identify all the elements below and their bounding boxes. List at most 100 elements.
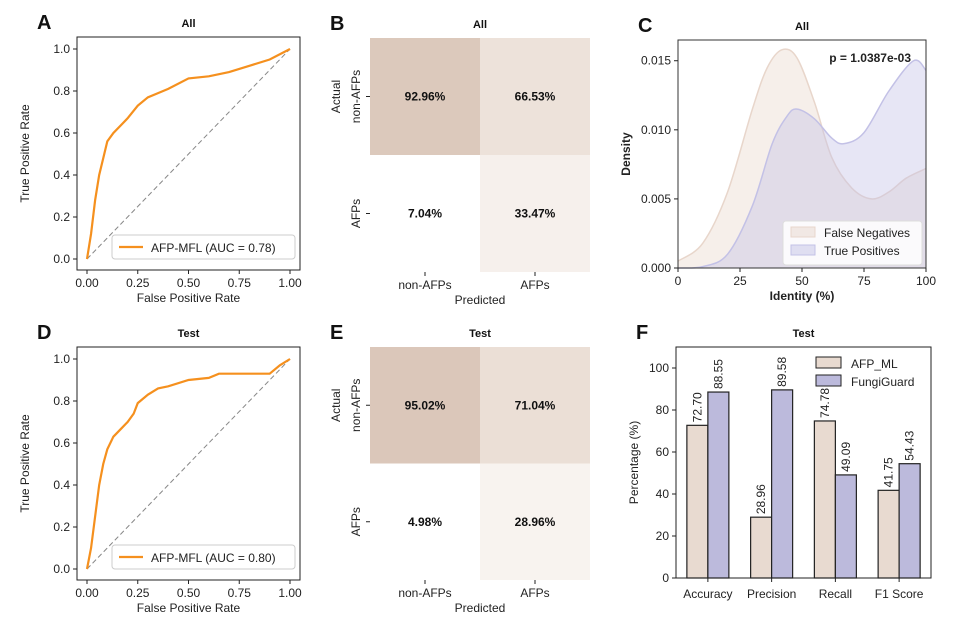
- legend: AFP_ML FungiGuard: [815, 356, 914, 389]
- bar-value-label: 49.09: [839, 442, 853, 472]
- panel-title: All: [795, 21, 809, 33]
- panel-title: All: [473, 19, 487, 31]
- panel-title: All: [181, 18, 195, 30]
- legend-label: AFP-MFL (AUC = 0.78): [151, 241, 276, 255]
- heatmap-cell: [480, 38, 590, 155]
- x-tick-label: 1.00: [278, 586, 302, 600]
- cell-value: 33.47%: [515, 207, 556, 221]
- legend-swatch: [815, 356, 842, 369]
- bar-fungiguard: [771, 389, 794, 579]
- x-tick-label: 0.50: [177, 276, 201, 290]
- panel-C: C All 0 25 50 75 100 0.000 0.005 0.010 0.015 Identi…: [619, 15, 936, 303]
- bar-value-label: 72.70: [690, 392, 704, 422]
- cell-value: 66.53%: [515, 90, 556, 104]
- x-axis-label: Predicted: [455, 293, 506, 307]
- density-area: [678, 60, 926, 269]
- bar-fungiguard: [707, 391, 730, 579]
- x-tick-label: 25: [733, 274, 747, 288]
- chance-diagonal: [86, 358, 291, 570]
- heatmap-cell: [370, 347, 480, 464]
- panel-letter: C: [638, 15, 652, 37]
- x-tick-label: 0.00: [75, 586, 99, 600]
- y-tick-label: 0.0: [53, 252, 70, 266]
- x-tick-label: 50: [795, 274, 809, 288]
- bar-value-label: 89.58: [775, 357, 789, 387]
- y-tick-label: AFPs: [349, 199, 363, 228]
- roc-curve: [85, 358, 291, 570]
- y-tick-label: 20: [656, 529, 670, 543]
- x-axis-label: False Positive Rate: [137, 601, 241, 615]
- x-tick-label: Precision: [747, 587, 796, 601]
- x-tick-label: 0.50: [177, 586, 201, 600]
- x-tick-label: 1.00: [278, 276, 302, 290]
- panel-letter: A: [37, 12, 51, 34]
- x-tick-label: 75: [857, 274, 871, 288]
- bar-value-label: 74.78: [818, 388, 832, 418]
- panel-letter: E: [330, 322, 343, 344]
- bar-value-label: 41.75: [882, 457, 896, 487]
- y-tick-label: 60: [656, 445, 670, 459]
- bar-fungiguard: [834, 474, 857, 579]
- y-axis-label: Percentage (%): [627, 421, 641, 504]
- x-tick-label: 100: [916, 274, 936, 288]
- y-tick-label: 100: [649, 361, 669, 375]
- bar-value-label: 54.43: [903, 430, 917, 460]
- density-area: [678, 49, 926, 269]
- legend: AFP-MFL (AUC = 0.78): [111, 234, 296, 260]
- legend-box: [782, 220, 923, 266]
- bar-fungiguard: [898, 463, 921, 579]
- plot-frame: [675, 346, 932, 579]
- y-tick-label: 1.0: [53, 352, 70, 366]
- y-tick-label: 0.8: [53, 394, 70, 408]
- heatmap-cell: [480, 347, 590, 464]
- y-tick-label: 40: [656, 487, 670, 501]
- bar-value-label: 28.96: [754, 484, 768, 514]
- x-axis-label: Predicted: [455, 601, 506, 615]
- p-value-annotation: p = 1.0387e-03: [829, 51, 911, 65]
- panel-F: F Test 72.70 88.55 Accuracy 28.96 89.58 Precisi…: [627, 322, 932, 601]
- panel-title: Test: [793, 328, 815, 340]
- y-tick-label: 0.015: [641, 54, 671, 68]
- chance-diagonal: [86, 48, 291, 260]
- x-axis-label: Identity (%): [770, 289, 835, 303]
- y-tick-label: 0.8: [53, 84, 70, 98]
- x-tick-label: AFPs: [520, 586, 549, 600]
- x-tick-label: Accuracy: [683, 587, 732, 601]
- legend-swatch: [815, 374, 842, 387]
- x-tick-label: 0.25: [126, 586, 150, 600]
- y-axis-label: True Positive Rate: [18, 414, 32, 513]
- x-tick-label: 0.25: [126, 276, 150, 290]
- y-tick-label: 0.2: [53, 520, 70, 534]
- x-tick-label: 0.75: [228, 586, 252, 600]
- legend-box: [111, 544, 296, 570]
- density-curve: [677, 48, 927, 262]
- heatmap-cell: [370, 38, 480, 155]
- y-tick-label: 0.4: [53, 478, 70, 492]
- y-tick-label: non-AFPs: [349, 379, 363, 432]
- x-axis-label: False Positive Rate: [137, 291, 241, 305]
- panel-letter: B: [330, 13, 344, 35]
- y-axis-label: True Positive Rate: [18, 104, 32, 203]
- panel-letter: D: [37, 322, 51, 344]
- heatmap-cell: [370, 155, 480, 272]
- legend-swatch: [790, 226, 816, 238]
- bar-afp_ml: [686, 424, 709, 579]
- y-tick-label: 0.4: [53, 168, 70, 182]
- legend-label: FungiGuard: [851, 375, 914, 389]
- density-curve: [677, 59, 927, 269]
- bar-value-label: 88.55: [711, 359, 725, 389]
- bar-afp_ml: [750, 516, 773, 579]
- panel-D: D Test 0.00 0.25 0.50 0.75 1.00 0.0 0.2 0.4 0.6 0.8…: [18, 322, 302, 615]
- cell-value: 4.98%: [408, 515, 442, 529]
- panel-E: E Test 95.02% 71.04% 4.98% 28.96% non-AFPs AFPs…: [329, 322, 590, 615]
- y-axis-label: Actual: [329, 389, 343, 422]
- y-tick-label: 0.6: [53, 126, 70, 140]
- legend: False Negatives True Positives: [782, 220, 923, 266]
- y-tick-label: AFPs: [349, 507, 363, 536]
- cell-value: 92.96%: [405, 90, 446, 104]
- heatmap-cell: [480, 155, 590, 272]
- bar-afp_ml: [813, 420, 836, 579]
- y-tick-label: non-AFPs: [349, 70, 363, 123]
- legend-label: AFP_ML: [851, 357, 898, 371]
